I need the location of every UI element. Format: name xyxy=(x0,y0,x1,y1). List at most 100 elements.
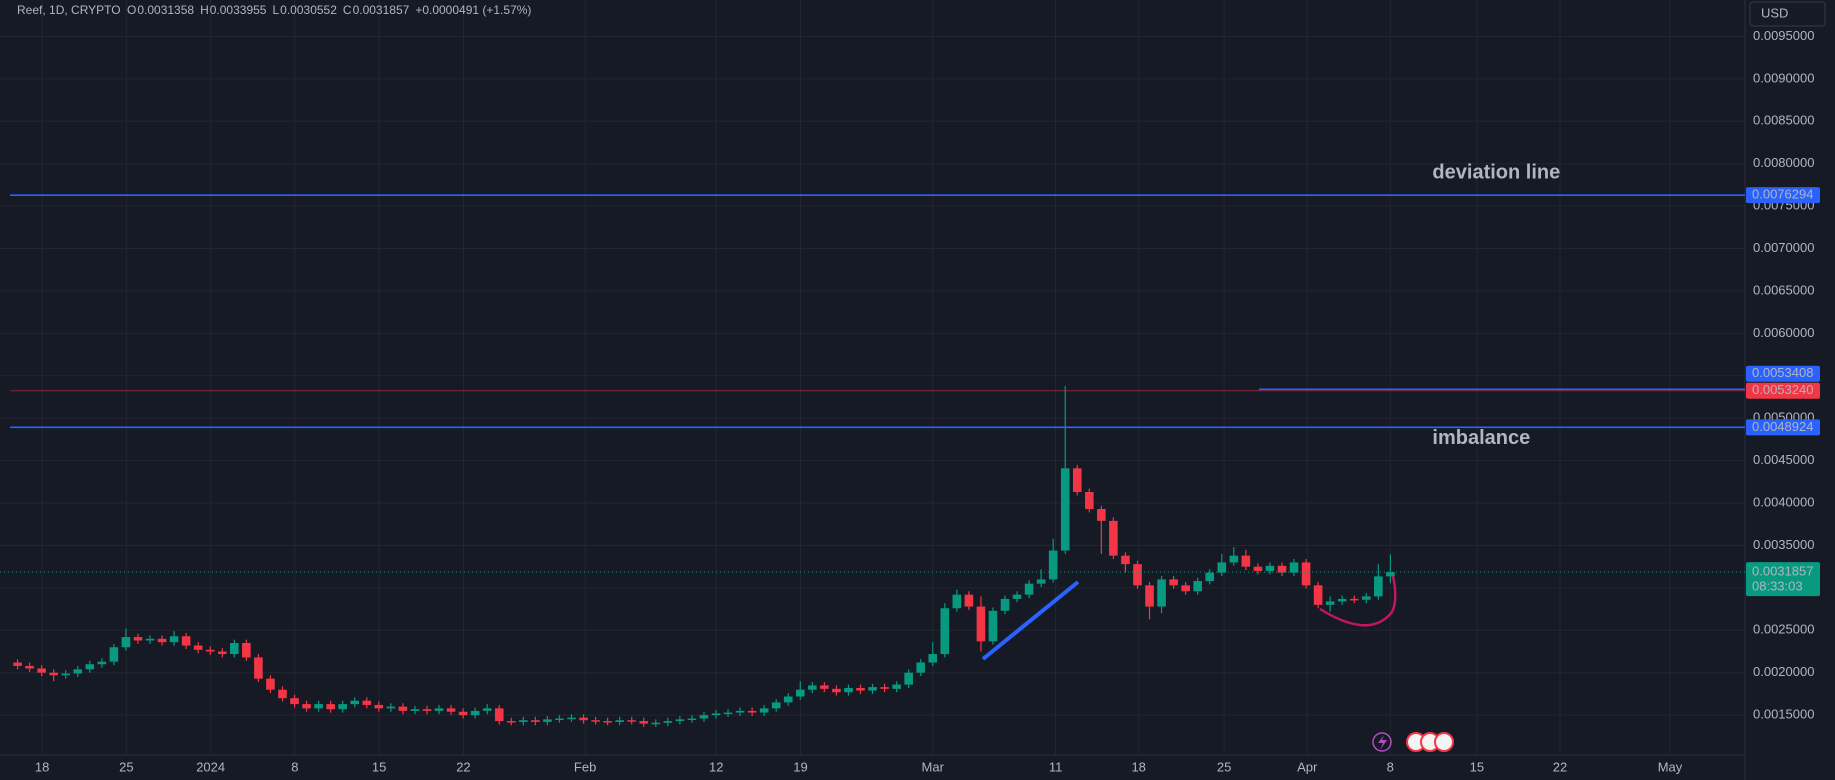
candle-body xyxy=(1349,598,1359,601)
candle-body xyxy=(1313,585,1323,605)
x-tick-label: 22 xyxy=(1553,759,1567,774)
y-tick-label: 0.0080000 xyxy=(1753,155,1814,170)
level-label: 0.0053240 xyxy=(1752,382,1813,397)
currency[interactable]: USD xyxy=(1761,5,1788,20)
candle-body xyxy=(386,706,396,709)
event-icons xyxy=(1372,732,1454,752)
candle-body xyxy=(916,662,926,673)
candle-body xyxy=(747,710,757,713)
y-tick-label: 0.0015000 xyxy=(1753,707,1814,722)
x-tick-label: 11 xyxy=(1049,759,1063,774)
y-tick-label: 0.0090000 xyxy=(1753,70,1814,85)
last-price-label: 0.0031857 xyxy=(1752,564,1813,579)
candle-body xyxy=(1181,585,1190,592)
candle-body xyxy=(398,706,408,711)
last-price-box xyxy=(1746,562,1820,597)
candle-body xyxy=(13,662,22,666)
candle-body xyxy=(1386,572,1395,577)
x-tick-label: Apr xyxy=(1297,759,1318,774)
y-tick-label: 0.0085000 xyxy=(1753,113,1814,128)
x-tick-label: 18 xyxy=(1131,759,1145,774)
y-tick-label: 0.0095000 xyxy=(1753,28,1814,43)
candle-body xyxy=(663,721,673,723)
curve-drawing xyxy=(1319,575,1397,627)
trend-line xyxy=(981,580,1080,661)
candle-body xyxy=(531,720,540,722)
candle-body xyxy=(422,709,432,711)
candle-body xyxy=(1205,572,1215,582)
level-label-box xyxy=(1746,365,1820,382)
candle-body xyxy=(446,708,456,712)
y-tick-label: 0.0035000 xyxy=(1753,537,1814,552)
candle-body xyxy=(1169,579,1178,586)
candle-body xyxy=(85,664,95,670)
level-label-box xyxy=(1746,419,1820,436)
candle-body xyxy=(543,719,552,722)
candle-body xyxy=(109,647,119,662)
event-icon[interactable] xyxy=(1372,732,1392,752)
candle-body xyxy=(434,708,444,711)
candle-body xyxy=(1253,566,1263,571)
candle-body xyxy=(844,687,853,693)
legend-value: 0.0030552 xyxy=(280,3,337,17)
candle-body xyxy=(73,669,83,674)
candle-body xyxy=(639,721,649,724)
annotation: deviation line xyxy=(1432,161,1560,183)
candle-body xyxy=(832,688,841,693)
candle-body xyxy=(458,711,468,716)
candle-body xyxy=(25,665,34,669)
candle-body xyxy=(193,645,203,650)
candle-body xyxy=(290,698,299,705)
candle-body xyxy=(904,672,913,685)
candle-body xyxy=(266,678,275,690)
candle-body xyxy=(1072,468,1082,493)
candle-body xyxy=(928,654,938,663)
candle-body xyxy=(410,709,420,711)
y-tick-label: 0.0045000 xyxy=(1753,452,1814,467)
candle-body xyxy=(494,708,504,722)
candle-body xyxy=(1157,579,1166,607)
level-label-box xyxy=(1746,382,1820,399)
candle-body xyxy=(723,712,733,715)
candle-body xyxy=(567,717,576,720)
legend-key: C xyxy=(343,3,352,17)
candle-body xyxy=(37,668,46,673)
candle-body xyxy=(940,608,950,655)
candle-body xyxy=(181,636,191,646)
candle-body xyxy=(555,718,564,721)
candle-body xyxy=(470,710,480,716)
candle-body xyxy=(326,704,335,710)
candle-body xyxy=(1133,564,1142,586)
y-tick-label: 0.0040000 xyxy=(1753,494,1814,509)
candle-body xyxy=(964,594,974,607)
x-tick-label: 19 xyxy=(793,759,807,774)
candle-body xyxy=(687,718,697,721)
x-tick-label: Feb xyxy=(574,759,596,774)
x-tick-label: May xyxy=(1658,759,1683,774)
x-tick-label: 8 xyxy=(291,759,298,774)
candle-body xyxy=(579,717,588,721)
candle-body xyxy=(880,687,889,689)
x-tick-label: 25 xyxy=(1217,759,1231,774)
candle-body xyxy=(868,687,877,691)
candle-body xyxy=(1325,601,1335,605)
candle-body xyxy=(338,704,347,710)
candle-body xyxy=(1241,555,1251,567)
candle-body xyxy=(808,685,817,690)
candle-body xyxy=(1337,598,1347,602)
candle-body xyxy=(1229,555,1239,563)
candle-body xyxy=(49,672,58,676)
candle-body xyxy=(711,713,721,716)
candle-body xyxy=(783,696,793,703)
legend-value: 0.0031857 xyxy=(353,3,410,17)
candle-body xyxy=(976,606,986,642)
currency-button[interactable] xyxy=(1749,1,1826,27)
x-tick-label: Mar xyxy=(922,759,945,774)
event-icon[interactable] xyxy=(1434,732,1454,752)
candle-body xyxy=(133,637,143,641)
candle-body xyxy=(121,637,131,648)
legend-key: L xyxy=(272,3,279,17)
level-label-box xyxy=(1746,187,1820,204)
candle-body xyxy=(1097,508,1106,521)
x-tick-label: 22 xyxy=(456,759,470,774)
